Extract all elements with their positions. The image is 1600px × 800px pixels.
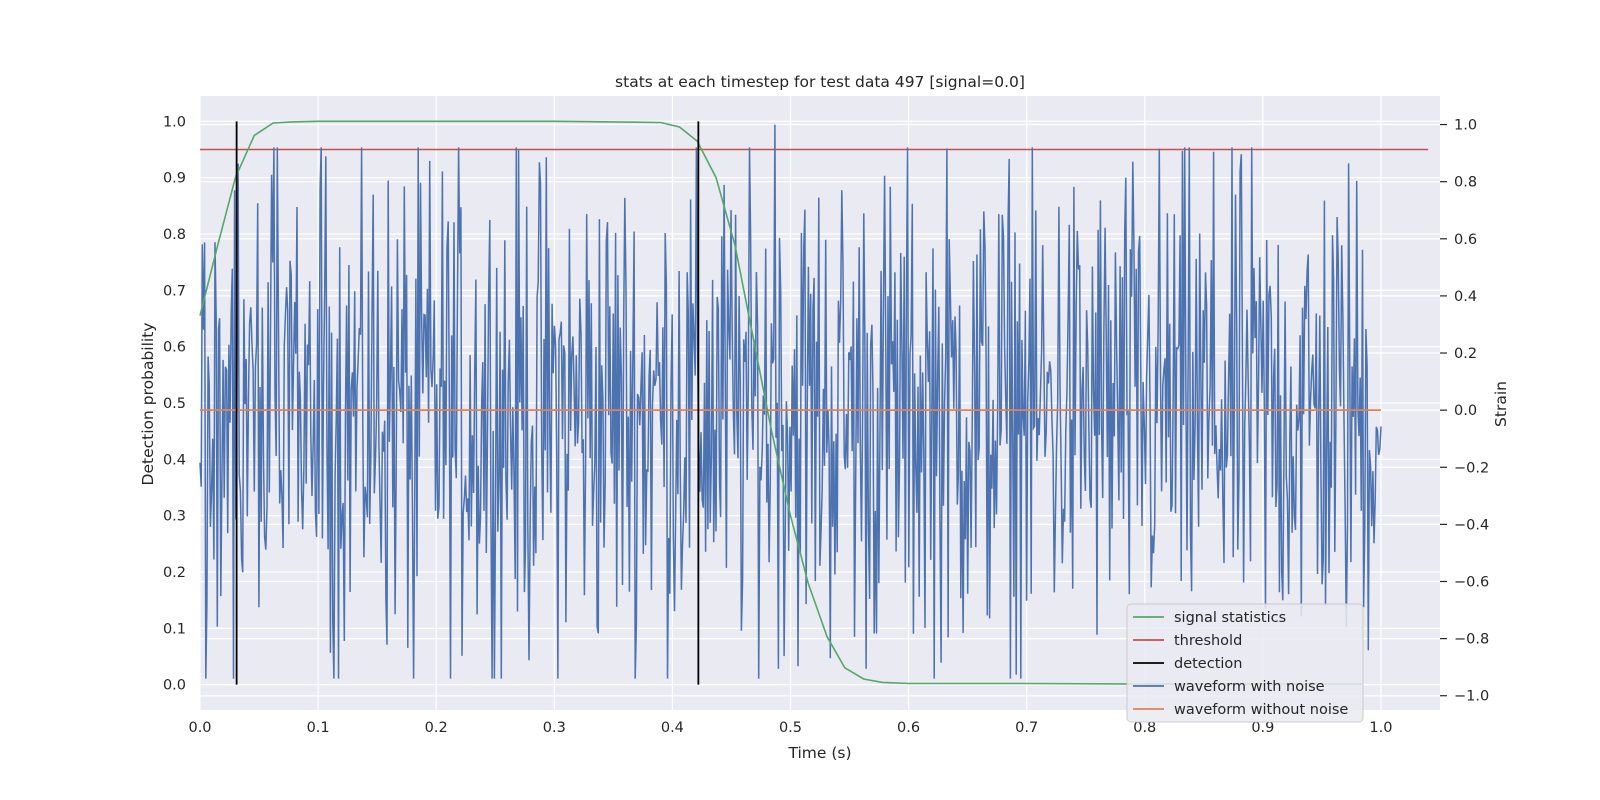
y-tick-label-left: 0.8 xyxy=(163,227,186,243)
y-tick-label-right: 0.8 xyxy=(1454,175,1477,191)
y-tick-label-left: 0.4 xyxy=(163,452,186,468)
legend-label: waveform without noise xyxy=(1174,702,1348,718)
y-tick-label-left: 0.5 xyxy=(163,396,186,412)
x-tick-label: 0.2 xyxy=(425,720,448,736)
y-tick-label-left: 0.6 xyxy=(163,340,186,356)
y-axis-label-right: Strain xyxy=(1492,381,1510,427)
x-tick-label: 0.6 xyxy=(897,720,920,736)
y-tick-label-right: 0.6 xyxy=(1454,232,1477,248)
plot-area xyxy=(199,120,1429,685)
x-tick-label: 0.7 xyxy=(1015,720,1038,736)
x-tick-label: 0.3 xyxy=(543,720,566,736)
signal-statistics-line xyxy=(199,120,1363,685)
x-tick-label: 1.0 xyxy=(1369,720,1392,736)
x-tick-label: 0.9 xyxy=(1251,720,1274,736)
legend-box xyxy=(1126,603,1364,723)
y-tick-label-left: 0.2 xyxy=(163,565,186,581)
y-tick-label-right: 1.0 xyxy=(1454,118,1477,134)
waveform-with-noise-line xyxy=(199,124,1382,679)
legend-label: threshold xyxy=(1174,633,1242,649)
y-tick-label-left: 0.9 xyxy=(163,171,186,187)
y-tick-label-left: 0.1 xyxy=(163,621,186,637)
y-tick-label-right: 0.0 xyxy=(1454,403,1477,419)
chart-title: stats at each timestep for test data 497… xyxy=(615,73,1025,91)
legend: signal statistics threshold detection wavef… xyxy=(1126,603,1364,723)
y-tick-label-right: −0.4 xyxy=(1454,517,1489,533)
y-tick-label-right: −0.8 xyxy=(1454,632,1489,648)
y-tick-label-left: 0.0 xyxy=(163,678,186,694)
x-tick-label: 0.4 xyxy=(661,720,684,736)
y-tick-label-right: −1.0 xyxy=(1454,689,1489,705)
legend-label: detection xyxy=(1174,656,1242,672)
legend-label: waveform with noise xyxy=(1174,679,1325,695)
x-tick-label: 0.0 xyxy=(188,720,211,736)
tick-labels: 0.0 0.1 0.2 0.3 0.4 0.5 0.6 0.7 0.8 0.9 1.0 0.0 0.1 0… xyxy=(163,114,1489,736)
y-tick-label-left: 1.0 xyxy=(163,114,186,130)
x-tick-label: 0.1 xyxy=(307,720,330,736)
x-axis-label: Time (s) xyxy=(787,744,851,762)
y-tick-label-right: 0.2 xyxy=(1454,346,1477,362)
x-tick-label: 0.8 xyxy=(1133,720,1156,736)
y-tick-label-left: 0.7 xyxy=(163,283,186,299)
y-tick-label-left: 0.3 xyxy=(163,509,186,525)
y-tick-label-right: 0.4 xyxy=(1454,289,1477,305)
y-axis-label-left: Detection probability xyxy=(139,323,157,486)
y-tick-label-right: −0.2 xyxy=(1454,460,1489,476)
legend-label: signal statistics xyxy=(1174,610,1286,626)
x-tick-label: 0.5 xyxy=(779,720,802,736)
y-tick-label-right: −0.6 xyxy=(1454,574,1489,590)
